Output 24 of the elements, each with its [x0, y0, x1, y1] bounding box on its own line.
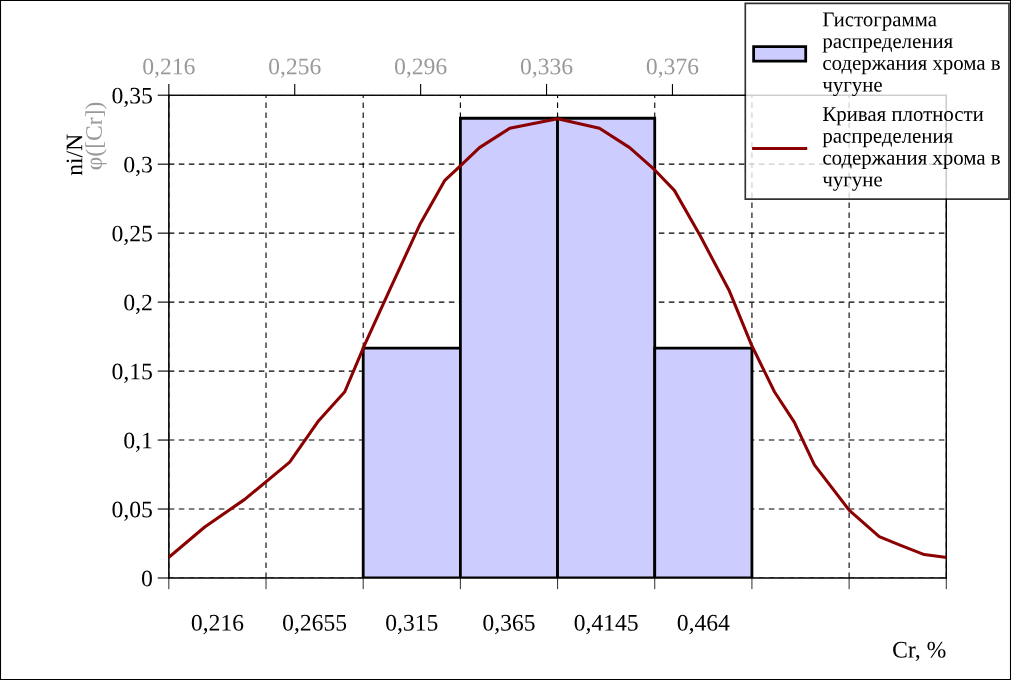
x-tick-label: 0,4145 [574, 614, 638, 635]
y-tick-label: 0,05 [112, 501, 152, 521]
y-tick-label: 0,2 [124, 294, 152, 314]
x-tick-label: 0,2655 [283, 614, 347, 635]
y2-axis-title: φ([Cr]) [85, 102, 107, 170]
y-tick-label: 0,35 [112, 87, 152, 108]
legend-label: Кривая плотности распределения содержания хрома в чугуне [822, 107, 1000, 191]
x2-tick-label: 0,376 [646, 58, 699, 78]
y-tick-label: 0 [141, 570, 152, 587]
x2-tick-label: 0,256 [269, 58, 321, 78]
y-tick-label: 0,25 [112, 225, 152, 245]
x-tick-label: 0,216 [191, 614, 244, 635]
x-tick-label: 0,365 [483, 614, 535, 635]
x-tick-label: 0,315 [386, 614, 438, 635]
y-axis-title: ni/N [66, 134, 83, 176]
y-tick-label: 0,15 [112, 363, 152, 383]
x2-tick-label: 0,336 [520, 58, 573, 78]
y-tick-label: 0,1 [124, 432, 152, 452]
legend-label: Гистограмма распределения содержания хрома в чугуне [822, 12, 1000, 97]
x2-tick-label: 0,216 [143, 58, 195, 78]
x-axis-title: Cr, % [893, 641, 946, 662]
x2-tick-label: 0,296 [394, 58, 447, 78]
x-tick-label: 0,464 [677, 614, 730, 635]
y-tick-label: 0,3 [124, 156, 152, 176]
